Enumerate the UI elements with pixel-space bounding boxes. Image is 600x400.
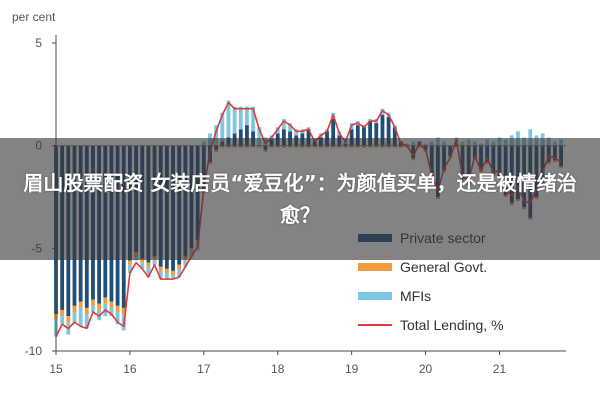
bar-mfis xyxy=(84,314,89,329)
bar-mfis xyxy=(158,270,163,280)
bar-general-govt xyxy=(109,301,114,308)
bar-mfis xyxy=(177,268,182,278)
bar-mfis xyxy=(183,260,188,267)
bar-mfis xyxy=(257,127,262,146)
y-unit-label: per cent xyxy=(12,10,56,24)
bar-general-govt xyxy=(171,270,175,276)
bar-mfis xyxy=(220,112,225,142)
bar-private-sector xyxy=(368,121,373,146)
legend-label-mfis: MFIs xyxy=(400,288,431,304)
bar-private-sector xyxy=(306,129,311,146)
bar-private-sector xyxy=(374,123,379,146)
x-tick-label: 15 xyxy=(49,362,63,376)
bar-mfis xyxy=(251,106,256,132)
bar-mfis xyxy=(128,264,132,273)
bar-private-sector xyxy=(281,129,286,146)
bar-mfis xyxy=(109,307,114,317)
bar-mfis xyxy=(528,129,533,146)
bar-general-govt xyxy=(66,316,71,323)
bar-mfis xyxy=(171,275,175,280)
x-tick-label: 16 xyxy=(123,362,137,376)
x-tick-label: 17 xyxy=(197,362,211,376)
bar-mfis xyxy=(78,307,83,327)
bar-private-sector xyxy=(331,118,336,146)
bar-general-govt xyxy=(60,309,65,317)
bar-general-govt xyxy=(72,305,77,312)
bar-mfis xyxy=(226,100,231,138)
bar-general-govt xyxy=(158,266,163,271)
bar-mfis xyxy=(288,123,292,132)
y-tick-label: 5 xyxy=(35,36,42,50)
bar-general-govt xyxy=(97,303,102,310)
headline-text: 眉山股票配资 女装店员“爱豆化”：为颜值买单，还是被情绪治愈？ xyxy=(23,171,577,227)
bar-mfis xyxy=(146,266,151,278)
bar-general-govt xyxy=(103,297,108,304)
bar-mfis xyxy=(245,106,249,126)
bar-mfis xyxy=(152,260,157,265)
bar-general-govt xyxy=(115,305,120,312)
bar-private-sector xyxy=(362,127,366,146)
bar-mfis xyxy=(294,129,299,136)
bar-private-sector xyxy=(355,125,360,146)
x-tick-label: 21 xyxy=(493,362,507,376)
x-tick-label: 20 xyxy=(419,362,433,376)
bar-general-govt xyxy=(121,307,126,315)
bar-general-govt xyxy=(146,262,151,267)
bar-general-govt xyxy=(78,301,83,308)
x-tick-label: 19 xyxy=(345,362,359,376)
y-tick-label: -10 xyxy=(25,344,43,358)
bar-private-sector xyxy=(392,127,397,146)
legend-label-total-lending: Total Lending, % xyxy=(400,317,504,333)
bar-mfis xyxy=(306,127,311,130)
bar-private-sector xyxy=(386,116,391,146)
bar-mfis xyxy=(238,106,243,130)
headline-banner: 眉山股票配资 女装店员“爱豆化”：为颜值买单，还是被情绪治愈？ xyxy=(0,138,600,260)
bar-general-govt xyxy=(177,264,182,269)
bar-mfis xyxy=(281,118,286,130)
bar-private-sector xyxy=(238,129,243,146)
x-tick-label: 18 xyxy=(271,362,285,376)
bar-mfis xyxy=(140,262,145,269)
bar-general-govt xyxy=(164,268,169,273)
bar-private-sector xyxy=(380,114,385,146)
bar-general-govt xyxy=(84,307,89,315)
bar-mfis xyxy=(91,305,95,312)
bar-private-sector xyxy=(245,125,249,146)
legend-label-general-govt: General Govt. xyxy=(400,259,487,275)
bar-mfis xyxy=(232,106,237,134)
bar-mfis xyxy=(60,316,65,325)
bar-general-govt xyxy=(91,299,95,306)
bar-general-govt xyxy=(140,258,145,263)
legend-swatch-mfis xyxy=(358,292,392,300)
bar-mfis xyxy=(214,125,219,146)
legend-swatch-general-govt xyxy=(358,263,392,271)
bar-mfis xyxy=(115,311,120,325)
bar-mfis xyxy=(72,311,77,323)
bar-mfis xyxy=(368,118,373,122)
bar-private-sector xyxy=(349,129,354,146)
bar-general-govt xyxy=(128,260,132,265)
bar-mfis xyxy=(164,272,169,280)
